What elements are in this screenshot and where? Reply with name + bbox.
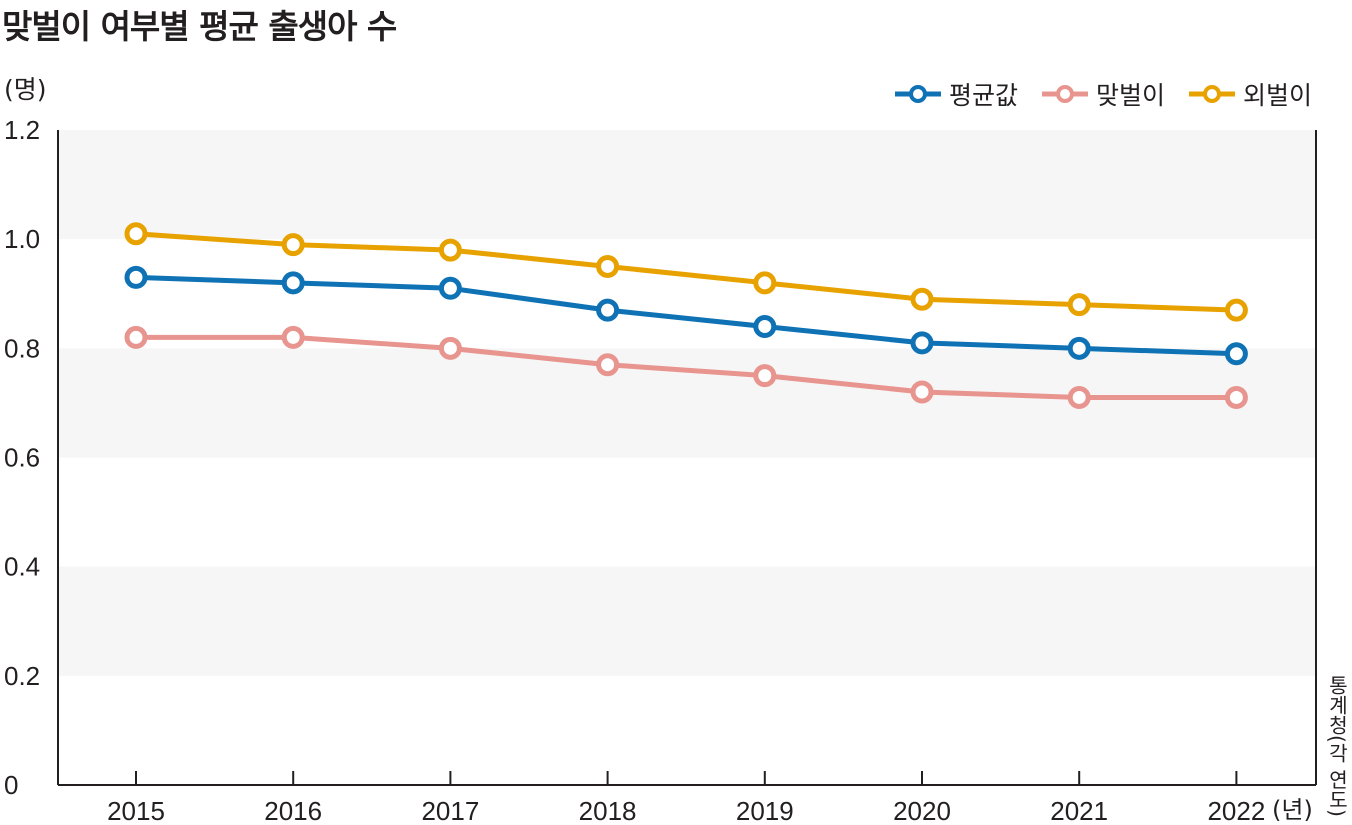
series-2-point — [596, 254, 620, 278]
series-0-point — [438, 276, 462, 300]
legend: 평균값 맞벌이 외벌이 — [893, 76, 1312, 112]
legend-item-dual-income: 맞벌이 — [1040, 76, 1165, 112]
x-tick-label: 2021 — [1050, 796, 1108, 825]
x-tick-label: 2016 — [264, 796, 322, 825]
source-note: 통계청(각 연도) — [1325, 675, 1349, 817]
x-axis-unit: (년) — [1272, 796, 1313, 824]
x-tick-label: 2020 — [893, 796, 951, 825]
y-tick-label: 1.2 — [4, 115, 40, 145]
y-tick-label: 0.8 — [4, 333, 40, 363]
series-0-point — [281, 271, 305, 295]
series-2-point — [910, 287, 934, 311]
grid-band — [58, 566, 1316, 676]
series-1-point — [124, 325, 148, 349]
series-2-point — [753, 271, 777, 295]
grid-band — [58, 348, 1316, 458]
y-tick-label: 1.0 — [4, 224, 40, 254]
legend-swatch-single-income — [1188, 85, 1235, 103]
series-1-point — [753, 364, 777, 388]
series-0-point — [124, 265, 148, 289]
y-tick-label: 0.6 — [4, 443, 40, 473]
series-line-0 — [133, 274, 1239, 357]
y-tick-label: 0.2 — [4, 661, 40, 691]
legend-swatch-average — [894, 85, 941, 103]
legend-label-average: 평균값 — [948, 81, 1018, 110]
grid-band — [58, 130, 1316, 240]
legend-label-single-income: 외벌이 — [1242, 81, 1312, 110]
series-0-point — [1067, 336, 1091, 360]
series-0-point — [1224, 342, 1248, 366]
series-1-point — [1224, 385, 1248, 409]
series-2-point — [438, 238, 462, 262]
series-2-point — [124, 222, 148, 246]
legend-label-dual-income: 맞벌이 — [1095, 81, 1165, 110]
x-tick-label: 2017 — [421, 796, 479, 825]
chart-title: 맞벌이 여부별 평균 출생아 수 — [2, 7, 397, 46]
series-1-point — [596, 353, 620, 377]
series-0-point — [910, 331, 934, 355]
series-2-point — [1224, 298, 1248, 322]
legend-item-single-income: 외벌이 — [1187, 76, 1312, 112]
legend-swatch-dual-income — [1041, 85, 1088, 103]
x-tick-label: 2022 — [1207, 796, 1265, 825]
series-1-point — [281, 325, 305, 349]
series-2-point — [1067, 293, 1091, 317]
series-1-point — [438, 336, 462, 360]
x-tick-label: 2015 — [107, 796, 165, 825]
y-axis-unit: (명) — [4, 75, 47, 104]
series-2-point — [281, 233, 305, 257]
legend-item-average: 평균값 — [893, 76, 1018, 112]
y-tick-label: 0 — [4, 770, 18, 800]
x-tick-label: 2019 — [736, 796, 794, 825]
series-0-point — [753, 315, 777, 338]
series-line-1 — [133, 334, 1239, 400]
series-1-point — [1067, 385, 1091, 409]
y-tick-label: 0.4 — [4, 552, 40, 582]
series-0-point — [596, 298, 620, 322]
series-1-point — [910, 380, 934, 404]
series-line-2 — [133, 231, 1239, 313]
x-tick-label: 2018 — [579, 796, 637, 825]
